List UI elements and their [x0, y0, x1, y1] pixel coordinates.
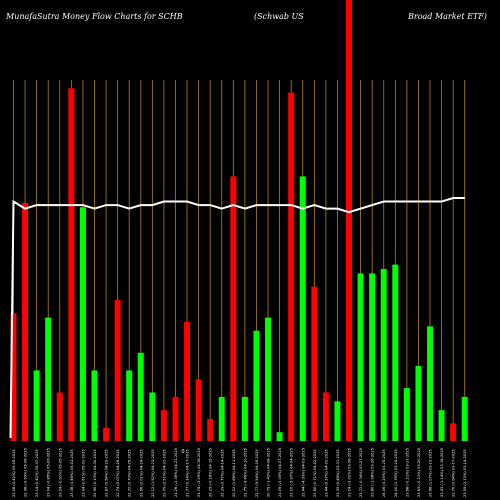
bar — [357, 273, 364, 441]
bar — [56, 392, 63, 441]
bar — [230, 176, 237, 441]
tick-label: 23.24 (-2.02%) 03-28-2025 — [348, 448, 352, 497]
tick-label: 21.75 (-4.49%) 04-10-2025 — [243, 448, 247, 497]
tick-label: 22.25 (-0.18%) 04-15-2025 — [209, 448, 213, 497]
tick-label: 22.12 (1.52%) 04-23-2025 — [151, 449, 155, 497]
tick-label: 23.14 (0.42%) 05-07-2025 — [35, 449, 39, 497]
tick-label: 23.55 (2.13%) 03-14-2025 — [463, 449, 467, 497]
tick-label: 21.10 (-5.97%) 04-04-2025 — [290, 448, 294, 497]
bar — [346, 0, 353, 441]
bar — [207, 418, 214, 441]
bar — [22, 202, 29, 441]
tick-label: 21.09 (-0.05%) 04-07-2025 — [278, 448, 282, 497]
x-tick-labels: 23.08 (0.42%) 05-09-2025 22.98 (-0.69%) 0… — [12, 448, 467, 497]
tick-label: 22.56 (2.01%) 04-24-2025 — [139, 449, 143, 497]
bar — [45, 317, 52, 441]
bar — [218, 396, 225, 441]
bar — [137, 352, 144, 441]
bar — [91, 370, 98, 441]
tick-label: 22.74 (0.07%) 04-28-2025 — [116, 449, 120, 497]
bar — [461, 396, 468, 441]
tick-label: 22.29 (0.77%) 04-14-2025 — [220, 449, 224, 497]
tick-label: 23.04 (-0.85%) 05-06-2025 — [47, 448, 51, 497]
tick-label: 24.06 (0.25%) 03-25-2025 — [382, 449, 386, 497]
bar — [149, 392, 156, 441]
tick-label: 22.87 (0.58%) 04-29-2025 — [105, 449, 109, 497]
bar — [369, 273, 376, 441]
bar — [79, 207, 86, 441]
bar — [288, 92, 295, 442]
tick-label: 22.12 (1.68%) 04-11-2025 — [232, 449, 236, 497]
bar — [403, 388, 410, 441]
bar — [427, 326, 434, 441]
bar — [334, 401, 341, 441]
bar — [172, 396, 179, 441]
tick-label: 24.00 (1.78%) 03-24-2025 — [394, 449, 398, 497]
tick-label: 21.77 (0.14%) 04-17-2025 — [186, 449, 190, 497]
tick-label: 23.58 (-0.21%) 03-21-2025 — [405, 448, 409, 497]
tick-label: 23.04 (0.61%) 05-01-2025 — [81, 449, 85, 497]
tick-label: 21.79 (2.51%) 04-22-2025 — [162, 449, 166, 497]
bar — [126, 370, 133, 441]
tick-label: 23.63 (-0.21%) 03-20-2025 — [417, 448, 421, 497]
bar — [450, 423, 457, 441]
tick-label: 22.77 (9.54%) 04-09-2025 — [255, 449, 259, 497]
bar — [322, 392, 329, 441]
tick-label: 23.08 (0.42%) 05-09-2025 — [12, 449, 16, 497]
tick-label: 22.98 (-0.69%) 05-08-2025 — [24, 448, 28, 497]
bar — [380, 269, 387, 441]
tick-label: 23.24 (-0.61%) 05-05-2025 — [58, 448, 62, 497]
bar — [438, 410, 445, 441]
tick-label: 22.90 (0.13%) 04-30-2025 — [93, 449, 97, 497]
bar — [10, 313, 17, 441]
center-mark: 0 — [181, 449, 184, 455]
bar — [241, 396, 248, 441]
tick-label: 20.79 (-1.42%) 04-08-2025 — [267, 448, 271, 497]
tick-label: 23.72 (-0.34%) 03-27-2025 — [359, 448, 363, 497]
tick-label: 22.72 (0.70%) 04-25-2025 — [128, 449, 132, 497]
tick-label: 22.44 (-4.93%) 04-03-2025 — [301, 448, 305, 497]
tick-label: 23.70 (0.64%) 03-17-2025 — [452, 449, 456, 497]
bar — [33, 370, 40, 441]
bar — [311, 286, 318, 441]
tick-label: 23.38 (1.48%) 05-02-2025 — [70, 449, 74, 497]
bar — [265, 317, 272, 441]
bar — [276, 432, 283, 441]
chart-title-fund-cont: Broad Market ETF) — [407, 12, 487, 21]
tick-label: 23.35 (0.48%) 03-31-2025 — [336, 449, 340, 497]
tick-label: 23.80 (-1.08%) 03-26-2025 — [371, 448, 375, 497]
tick-label: 23.44 (0.37%) 04-01-2025 — [324, 449, 328, 497]
overlay-line — [9, 197, 465, 439]
bar — [114, 299, 121, 441]
bar — [253, 330, 260, 441]
bar — [195, 379, 202, 441]
bar — [103, 427, 110, 441]
tick-label: 21.26 (-2.36%) 04-21-2025 — [174, 448, 178, 497]
chart-title-fund: (Schwab US — [254, 12, 304, 21]
tick-label: 23.68 (1.07%) 03-19-2025 — [429, 449, 433, 497]
chart-title: MunafaSutra Money Flow Charts for SCHB — [5, 12, 183, 21]
bar — [299, 176, 306, 441]
tick-label: 21.74 (-2.29%) 04-16-2025 — [197, 448, 201, 497]
bar-series — [10, 0, 468, 442]
bar — [184, 321, 191, 441]
bar — [392, 264, 399, 441]
tick-label: 23.60 (0.71%) 04-02-2025 — [313, 449, 317, 497]
bar — [160, 410, 167, 441]
bar — [415, 366, 422, 441]
tick-label: 23.43 (-1.14%) 03-18-2025 — [440, 448, 444, 497]
bar — [68, 88, 75, 441]
